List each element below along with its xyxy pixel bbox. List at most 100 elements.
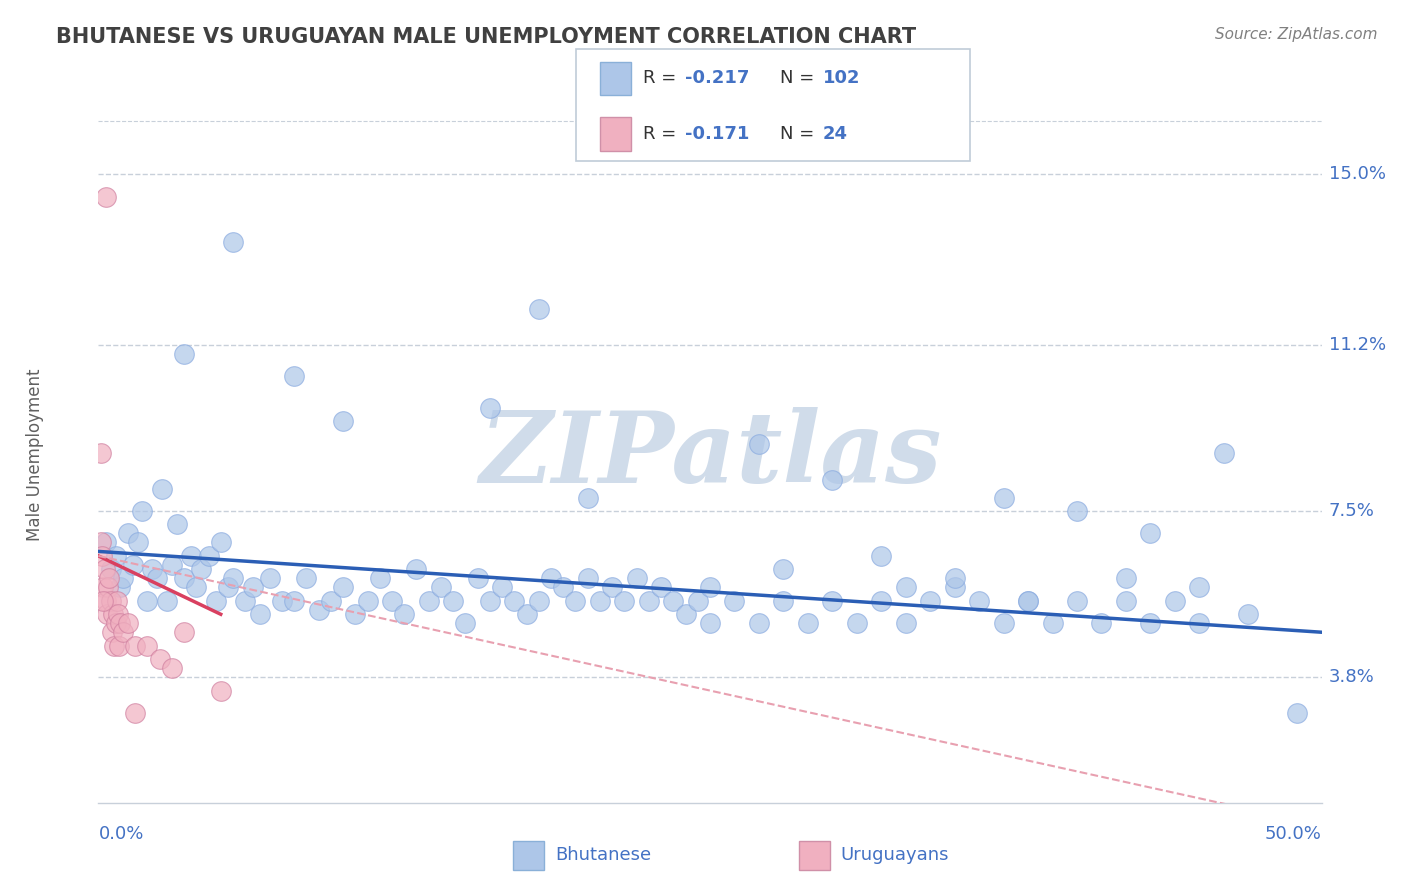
Text: R =: R = — [643, 70, 682, 87]
Text: 24: 24 — [823, 125, 848, 143]
Point — [467, 571, 489, 585]
Point — [920, 594, 942, 608]
Point — [98, 571, 121, 585]
Point — [270, 594, 294, 608]
Point — [136, 594, 159, 608]
Point — [478, 401, 501, 415]
Point — [96, 607, 118, 622]
Point — [104, 616, 127, 631]
Point — [553, 580, 575, 594]
Point — [943, 580, 966, 594]
Point — [283, 369, 305, 384]
Point — [173, 347, 195, 361]
Point — [117, 526, 139, 541]
Point — [589, 594, 612, 608]
Point — [723, 594, 745, 608]
Point — [156, 594, 179, 608]
Point — [1212, 445, 1234, 459]
Point — [1090, 616, 1112, 631]
Point — [150, 482, 173, 496]
Text: 11.2%: 11.2% — [1329, 336, 1386, 354]
Point — [1237, 607, 1260, 622]
Point — [283, 594, 305, 608]
Point — [344, 607, 367, 622]
Point — [259, 571, 281, 585]
Point — [101, 625, 124, 640]
Point — [662, 594, 685, 608]
Point — [1139, 526, 1161, 541]
Point — [91, 580, 114, 594]
Point — [94, 190, 117, 204]
Point — [1286, 706, 1309, 720]
Point — [209, 535, 232, 549]
Point — [97, 580, 120, 594]
Point — [111, 571, 134, 585]
Point — [146, 571, 169, 585]
Point — [124, 639, 146, 653]
Point — [166, 517, 188, 532]
Point — [233, 594, 256, 608]
Point — [441, 594, 464, 608]
Point — [160, 558, 183, 572]
Point — [993, 491, 1015, 505]
Point — [91, 594, 114, 608]
Point — [772, 594, 794, 608]
Point — [94, 535, 117, 549]
Point — [870, 594, 893, 608]
Point — [821, 594, 844, 608]
Point — [110, 616, 132, 631]
Point — [478, 594, 501, 608]
Text: 15.0%: 15.0% — [1329, 165, 1386, 184]
Point — [600, 580, 623, 594]
Point — [516, 607, 538, 622]
Text: N =: N = — [780, 125, 820, 143]
Point — [91, 549, 114, 563]
Point — [93, 562, 115, 576]
Point — [242, 580, 264, 594]
Point — [173, 625, 195, 640]
Point — [173, 571, 195, 585]
Point — [675, 607, 697, 622]
Point — [1066, 594, 1088, 608]
Point — [894, 616, 917, 631]
Point — [613, 594, 636, 608]
Point — [797, 616, 820, 631]
Point — [1017, 594, 1039, 608]
Text: 3.8%: 3.8% — [1329, 668, 1375, 686]
Point — [845, 616, 868, 631]
Point — [491, 580, 513, 594]
Point — [217, 580, 239, 594]
Point — [1017, 594, 1039, 608]
Point — [149, 652, 172, 666]
Point — [111, 625, 134, 640]
Point — [110, 580, 132, 594]
Point — [454, 616, 477, 631]
Point — [141, 562, 163, 576]
Text: 50.0%: 50.0% — [1265, 825, 1322, 843]
Text: BHUTANESE VS URUGUAYAN MALE UNEMPLOYMENT CORRELATION CHART: BHUTANESE VS URUGUAYAN MALE UNEMPLOYMENT… — [56, 27, 917, 46]
Point — [205, 594, 228, 608]
Point — [332, 580, 354, 594]
Point — [686, 594, 709, 608]
Point — [131, 504, 153, 518]
Point — [124, 706, 146, 720]
Point — [100, 594, 122, 608]
Text: ZIPatlas: ZIPatlas — [479, 407, 941, 503]
Point — [222, 235, 245, 249]
Point — [967, 594, 990, 608]
Point — [190, 562, 212, 576]
Point — [626, 571, 648, 585]
Point — [943, 571, 966, 585]
Point — [637, 594, 661, 608]
Point — [1115, 571, 1137, 585]
Point — [1115, 594, 1137, 608]
Point — [368, 571, 391, 585]
Point — [1042, 616, 1064, 631]
Point — [772, 562, 794, 576]
Point — [197, 549, 219, 563]
Point — [90, 445, 112, 459]
Text: 102: 102 — [823, 70, 860, 87]
Text: N =: N = — [780, 70, 820, 87]
Point — [136, 639, 159, 653]
Point — [894, 580, 917, 594]
